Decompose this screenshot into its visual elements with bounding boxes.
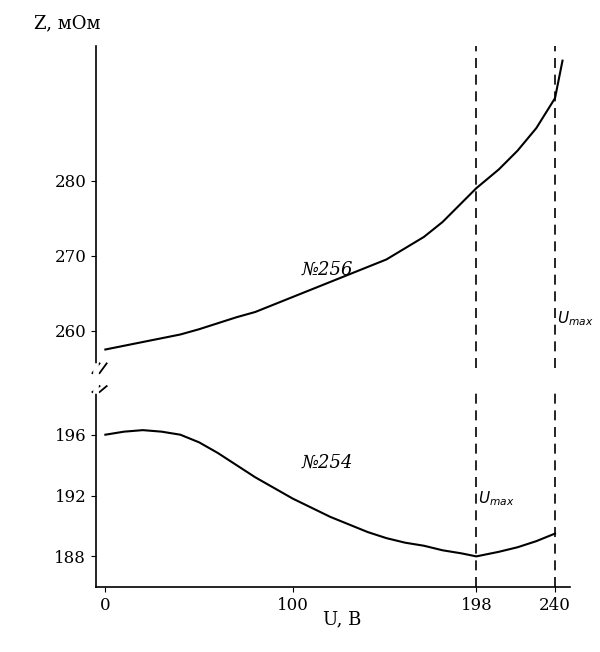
Text: $U_{max}$: $U_{max}$ bbox=[557, 309, 593, 328]
Text: $U_{max}$: $U_{max}$ bbox=[478, 489, 515, 508]
Text: №256: №256 bbox=[302, 260, 353, 278]
Text: №254: №254 bbox=[302, 454, 353, 472]
X-axis label: U, B: U, B bbox=[323, 610, 362, 629]
Text: Z, мОм: Z, мОм bbox=[34, 15, 101, 33]
